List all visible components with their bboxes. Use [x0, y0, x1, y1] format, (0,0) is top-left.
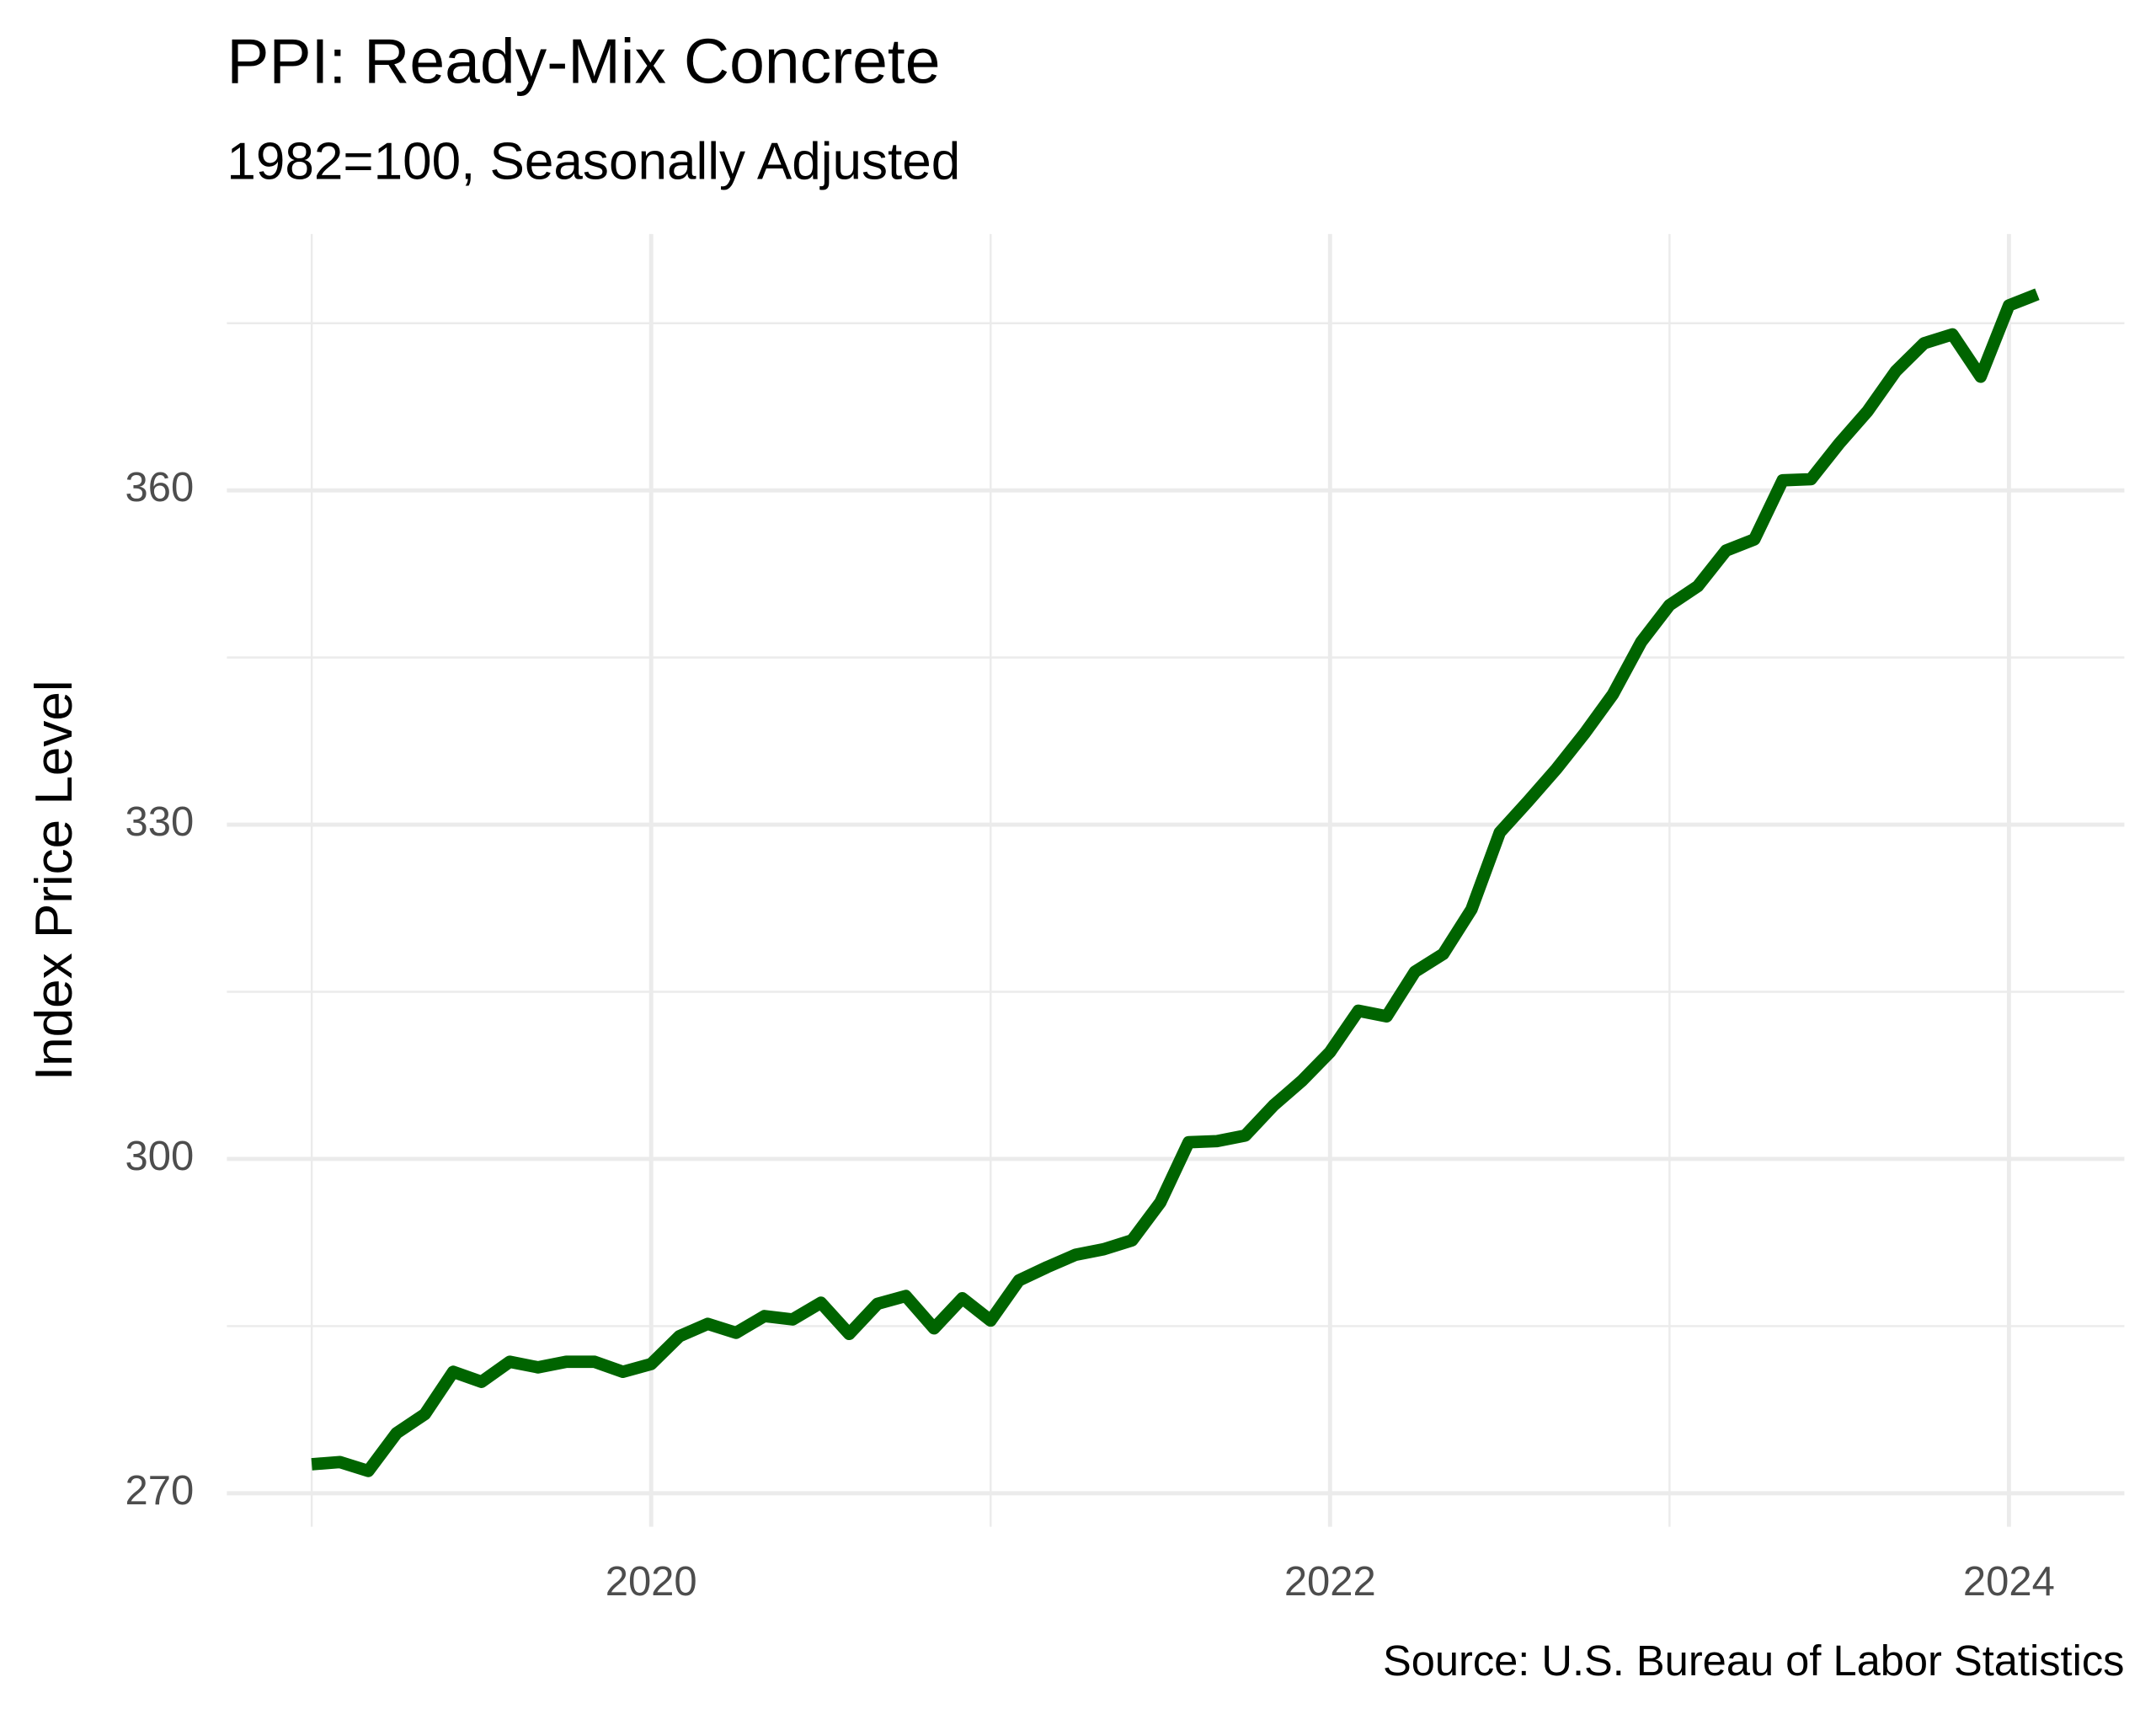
y-tick-label: 360: [125, 465, 195, 510]
x-tick-label: 2022: [1284, 1559, 1376, 1605]
source-note: Source: U.S. Bureau of Labor Statistics: [1383, 1637, 2124, 1685]
x-tick-label: 2020: [606, 1559, 697, 1605]
y-axis-label: Index Price Level: [25, 680, 83, 1081]
y-tick-label: 300: [125, 1134, 195, 1179]
x-tick-label: 2024: [1963, 1559, 2055, 1605]
data-line: [311, 288, 2040, 1477]
chart-title: PPI: Ready-Mix Concrete: [227, 26, 940, 97]
y-tick-label: 270: [125, 1468, 195, 1514]
y-tick-label: 330: [125, 799, 195, 845]
chart-subtitle: 1982=100, Seasonally Adjusted: [227, 133, 960, 191]
